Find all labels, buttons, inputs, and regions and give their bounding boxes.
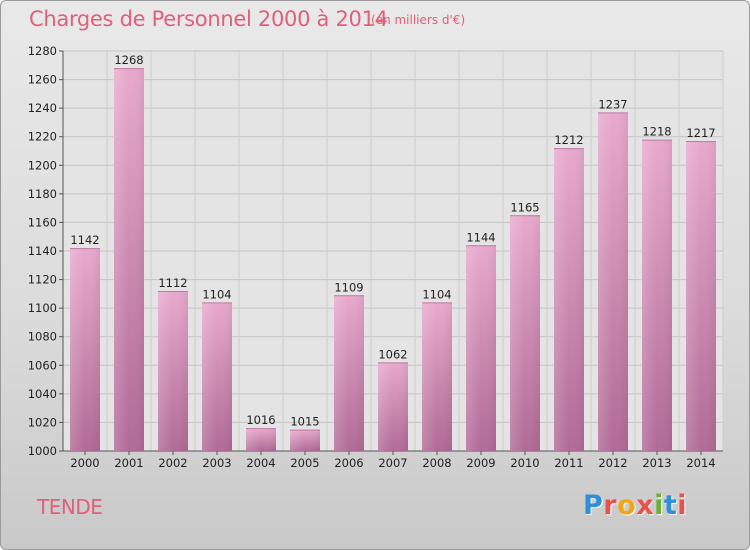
y-tick-label: 1020 xyxy=(28,415,57,429)
x-tick-label: 2011 xyxy=(554,456,583,470)
bar-value-label: 1165 xyxy=(510,200,539,214)
x-tick-label: 2007 xyxy=(378,456,407,470)
data-labels: 1142 1268 1112 1104 1016 1015 1109 1062 1104 1144… xyxy=(70,53,715,428)
bar-shine xyxy=(202,302,232,451)
x-tick-label: 2002 xyxy=(158,456,187,470)
bar-shine xyxy=(114,68,144,452)
bar-value-label: 1268 xyxy=(114,53,143,67)
x-tick-label: 2000 xyxy=(70,456,99,470)
bar-value-label: 1142 xyxy=(70,233,99,247)
x-tick-label: 2006 xyxy=(334,456,363,470)
bar-value-label: 1237 xyxy=(598,97,627,111)
bar-shine xyxy=(422,302,452,451)
x-tick-label: 2009 xyxy=(466,456,495,470)
bar-shine xyxy=(158,291,188,451)
logo-letter: o xyxy=(617,490,637,521)
bar-shine xyxy=(378,362,408,451)
logo-letter: i xyxy=(677,490,688,521)
bar-shine xyxy=(686,141,716,451)
x-tick-label: 2005 xyxy=(290,456,319,470)
x-tick-label: 2012 xyxy=(598,456,627,470)
y-tick-label: 1140 xyxy=(28,244,57,258)
y-tick-label: 1220 xyxy=(28,130,57,144)
y-tick-label: 1120 xyxy=(28,273,57,287)
chart-title: Charges de Personnel 2000 à 2014 xyxy=(29,7,388,31)
bar-value-label: 1212 xyxy=(554,133,583,147)
proxiti-logo[interactable]: Proxiti xyxy=(583,490,687,521)
logo-letter: t xyxy=(663,490,678,521)
bar-value-label: 1144 xyxy=(466,230,495,244)
bar-value-label: 1218 xyxy=(642,125,671,139)
bar-shine xyxy=(466,245,496,451)
axes: 1000 1020 1040 1060 1080 1100 1120 1140 1160 1180… xyxy=(28,44,723,470)
bar-shine xyxy=(598,112,628,451)
x-tick-label: 2004 xyxy=(246,456,275,470)
y-tick-label: 1280 xyxy=(28,44,57,58)
x-tick-label: 2010 xyxy=(510,456,539,470)
y-tick-label: 1060 xyxy=(28,358,57,372)
y-tick-label: 1160 xyxy=(28,215,57,229)
bar-value-label: 1062 xyxy=(378,347,407,361)
logo-letter: P xyxy=(583,490,604,521)
y-tick-label: 1180 xyxy=(28,187,57,201)
y-tick-label: 1080 xyxy=(28,330,57,344)
y-tick-label: 1000 xyxy=(28,444,57,458)
chart-unit: (en milliers d'€) xyxy=(371,13,466,27)
bar-value-label: 1104 xyxy=(202,287,231,301)
bar-shine xyxy=(554,148,584,451)
bar-shine xyxy=(246,428,276,451)
y-tick-label: 1200 xyxy=(28,158,57,172)
bar-shine xyxy=(510,215,540,451)
y-tick-label: 1260 xyxy=(28,73,57,87)
y-tick-label: 1240 xyxy=(28,101,57,115)
bar-value-label: 1016 xyxy=(246,413,275,427)
x-tick-label: 2001 xyxy=(114,456,143,470)
x-tick-label: 2014 xyxy=(686,456,715,470)
x-tick-label: 2008 xyxy=(422,456,451,470)
bar-shine xyxy=(642,139,672,452)
logo-letter: x xyxy=(636,490,655,521)
commune-name: TENDE xyxy=(37,495,103,519)
bar-shine xyxy=(290,429,320,451)
bar-value-label: 1112 xyxy=(158,276,187,290)
bar-value-label: 1109 xyxy=(334,280,363,294)
logo-letter: i xyxy=(654,490,664,521)
y-tick-label: 1100 xyxy=(28,301,57,315)
bar-shine xyxy=(334,295,364,451)
logo-letter: r xyxy=(603,490,618,521)
bar-shine xyxy=(70,248,100,451)
bars xyxy=(70,68,716,452)
bar-value-label: 1015 xyxy=(290,415,319,429)
x-tick-label: 2003 xyxy=(202,456,231,470)
y-tick-label: 1040 xyxy=(28,387,57,401)
bar-value-label: 1104 xyxy=(422,287,451,301)
x-tick-label: 2013 xyxy=(642,456,671,470)
bar-value-label: 1217 xyxy=(686,126,715,140)
